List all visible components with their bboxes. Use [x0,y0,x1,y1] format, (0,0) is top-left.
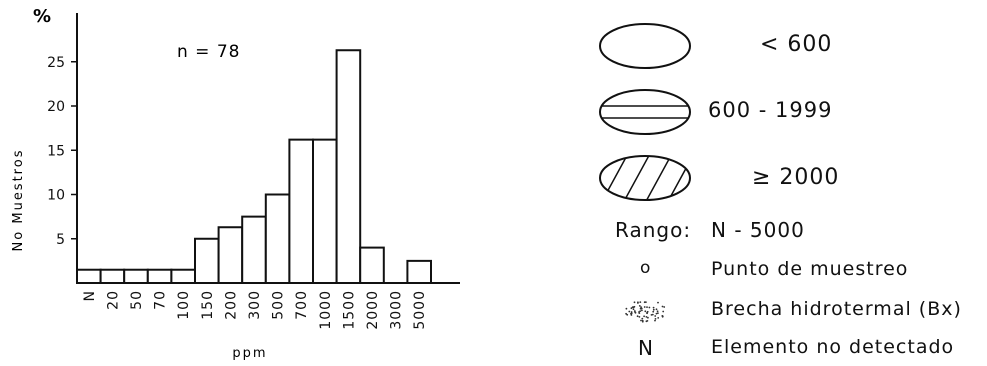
x-tick-label-150: 150 [200,290,216,320]
legend-punto-symbol: o [640,258,652,278]
bar-70 [146,268,173,285]
legend-punto-label: Punto de muestreo [711,258,909,280]
y-tick-label-15: 15 [47,143,65,159]
legend-rango-label: Rango: [615,218,692,242]
bar-100 [170,268,196,285]
x-tick-label-200: 200 [223,290,239,320]
x-axis-title: ppm [232,346,267,361]
y-tick-label-20: 20 [47,99,65,115]
legend-brecha-label: Brecha hidrotermal (Bx) [711,298,962,320]
y-ticks: 5 10 15 20 25 [47,55,77,248]
bar-200 [217,226,244,284]
bars [76,49,432,285]
x-tick-label-500: 500 [271,290,287,320]
bar-2000 [359,246,385,285]
ellipse-hatched-icon [599,155,691,201]
bar-N [76,268,102,285]
x-tick-label-50: 50 [129,290,145,310]
ellipse-empty-icon [599,23,691,69]
bar-150 [194,237,220,284]
x-tick-label-100: 100 [176,290,192,320]
legend-symbols [599,23,691,323]
legend-label-high: ≥ 2000 [752,165,840,190]
bar-500 [264,193,291,284]
legend-label-low: < 600 [760,32,833,57]
legend-label-mid: 600 - 1999 [708,98,833,122]
x-tick-label-20: 20 [105,290,121,310]
x-tick-label-300: 300 [247,290,263,320]
y-tick-label-25: 25 [47,55,65,71]
x-tick-label-1500: 1500 [341,290,357,330]
bar-50 [123,268,149,285]
bar-1000 [312,138,338,284]
legend-n-symbol: N [638,336,654,360]
y-axis-title: No Muestros [11,149,26,252]
n-annotation: n = 78 [177,42,240,62]
y-tick-label-10: 10 [47,188,65,204]
legend-n-label: Elemento no detectado [711,336,955,358]
stipple-breccia-icon [625,301,666,323]
y-unit-label: % [33,6,51,27]
x-tick-label-1000: 1000 [318,290,334,330]
x-tick-label-5000: 5000 [412,290,428,330]
x-tick-label-3000: 3000 [389,290,405,330]
bar-20 [99,268,126,285]
legend-rango-value: N - 5000 [711,218,805,242]
x-tick-label-N: N [82,290,98,301]
bar-5000 [406,259,432,284]
x-tick-label-2000: 2000 [365,290,381,330]
ellipse-lined-icon [599,89,691,135]
bar-300 [241,215,267,284]
x-tick-label-70: 70 [153,290,169,310]
y-tick-label-5: 5 [56,232,65,248]
bar-700 [288,138,314,284]
x-tick-label-700: 700 [294,290,310,320]
x-ticks: N 20 50 70 100 150 200 300 500 700 1000 1500 2000 300… [82,290,428,330]
bar-1500 [335,49,362,285]
